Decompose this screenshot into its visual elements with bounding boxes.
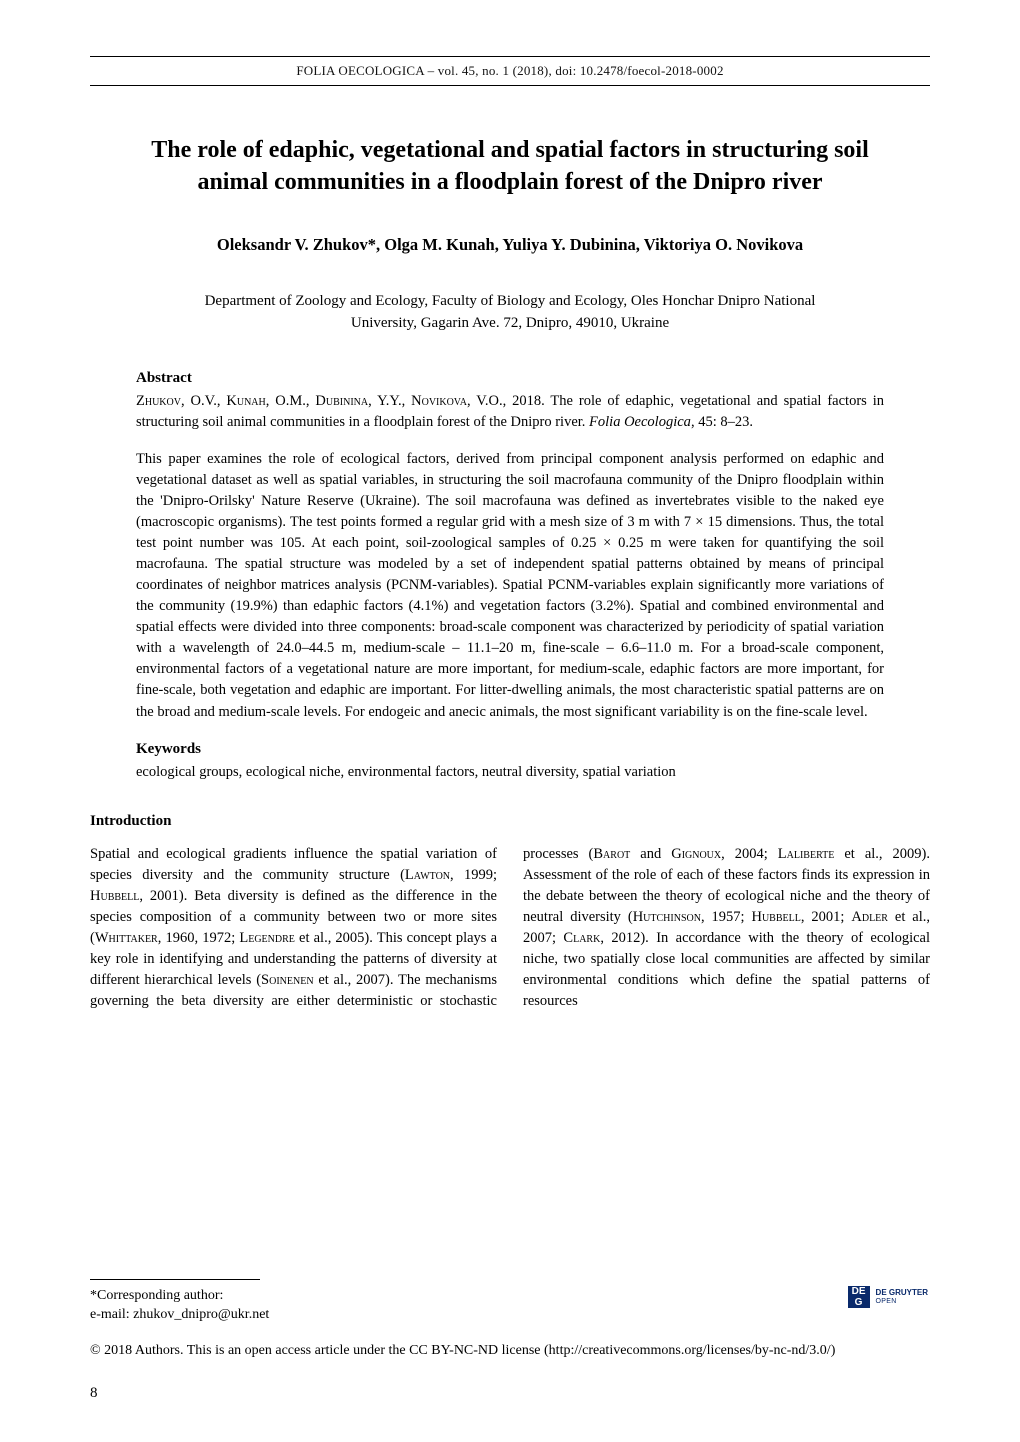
introduction-columns: Spatial and ecological gradients influen…: [90, 844, 930, 1012]
ref-hubbell-2: Hubbell: [751, 909, 800, 925]
citation-journal-italic: Folia Oecologica: [589, 414, 691, 430]
corresponding-email: e-mail: zhukov_dnipro@ukr.net: [90, 1307, 269, 1322]
affiliation-line-2: University, Gagarin Ave. 72, Dnipro, 490…: [351, 315, 669, 331]
ref-hutchinson: Hutchinson: [633, 909, 701, 925]
abstract-body: This paper examines the role of ecologic…: [136, 449, 884, 722]
title-line-2: animal communities in a floodplain fores…: [197, 169, 822, 195]
keywords-block: Keywords ecological groups, ecological n…: [136, 741, 884, 783]
author-line: Oleksandr V. Zhukov*, Olga M. Kunah, Yul…: [120, 235, 900, 255]
publisher-text: DE GRUYTER OPEN: [876, 1289, 928, 1304]
footnote-rule: [90, 1279, 260, 1280]
introduction-heading: Introduction: [90, 813, 930, 830]
ref-adler: Adler: [851, 909, 888, 925]
corresponding-author-note: *Corresponding author: e-mail: zhukov_dn…: [90, 1286, 930, 1325]
affiliation-block: Department of Zoology and Ecology, Facul…: [120, 291, 900, 335]
top-rule-lower: [90, 85, 930, 86]
publisher-badge: DE G DE GRUYTER OPEN: [848, 1286, 928, 1308]
introduction-paragraph: Spatial and ecological gradients influen…: [90, 844, 930, 1012]
page-root: FOLIA OECOLOGICA – vol. 45, no. 1 (2018)…: [0, 0, 1020, 1442]
ref-lawton: Lawton: [405, 867, 450, 883]
ref-soinenen: Soinenen: [261, 972, 314, 988]
license-line: © 2018 Authors. This is an open access a…: [90, 1343, 930, 1359]
ref-hubbell-1: Hubbell: [90, 888, 139, 904]
citation-authors: Zhukov, O.V., Kunah, O.M., Dubinina, Y.Y…: [136, 393, 503, 409]
ref-laliberte: Laliberte: [778, 846, 835, 862]
publisher-code-top: DE: [852, 1286, 866, 1297]
ref-legendre: Legendre: [239, 930, 295, 946]
keywords-list: ecological groups, ecological niche, env…: [136, 762, 884, 783]
ref-gignoux: Gignoux: [671, 846, 721, 862]
ref-whittaker: Whittaker: [95, 930, 158, 946]
page-number: 8: [90, 1385, 930, 1402]
publisher-open-label: OPEN: [876, 1298, 928, 1305]
ref-clark: Clark: [563, 930, 600, 946]
abstract-citation: Zhukov, O.V., Kunah, O.M., Dubinina, Y.Y…: [136, 391, 884, 433]
abstract-heading: Abstract: [136, 370, 884, 387]
title-line-1: The role of edaphic, vegetational and sp…: [151, 137, 869, 163]
citation-pages: , 45: 8–23.: [691, 414, 753, 430]
publisher-name: DE GRUYTER: [876, 1289, 928, 1297]
publisher-code-bot: G: [855, 1297, 863, 1308]
footer-spacer: [90, 1012, 930, 1251]
abstract-block: Abstract Zhukov, O.V., Kunah, O.M., Dubi…: [136, 370, 884, 722]
publisher-logo-icon: DE G: [848, 1286, 870, 1308]
journal-banner: FOLIA OECOLOGICA – vol. 45, no. 1 (2018)…: [90, 57, 930, 85]
affiliation-line-1: Department of Zoology and Ecology, Facul…: [205, 293, 816, 309]
article-title: The role of edaphic, vegetational and sp…: [130, 134, 890, 199]
ref-barot: Barot: [593, 846, 630, 862]
corresponding-label: *Corresponding author:: [90, 1288, 223, 1303]
keywords-heading: Keywords: [136, 741, 884, 758]
